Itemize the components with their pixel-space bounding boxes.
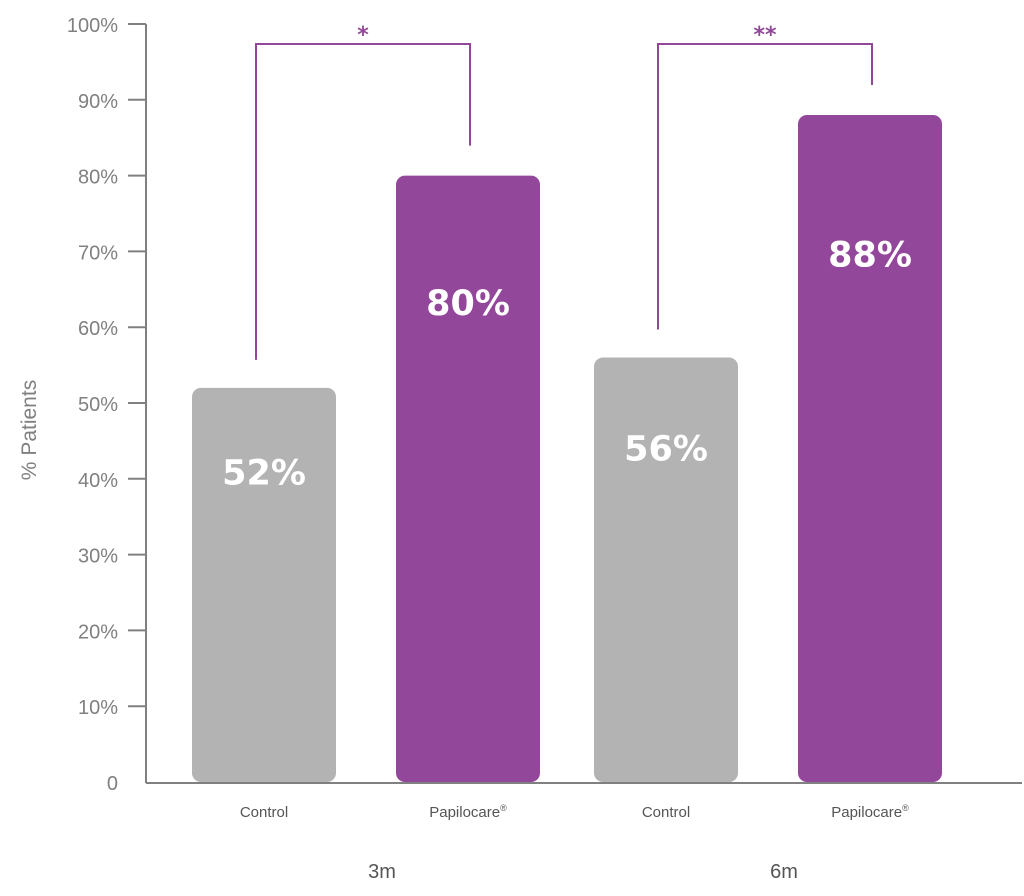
x-group-label: 3m xyxy=(368,861,396,883)
x-category-label: Papilocare® xyxy=(831,803,909,821)
y-tick-label: 70% xyxy=(78,242,118,264)
bar-3m-treatment xyxy=(396,175,540,783)
y-tick-label: 30% xyxy=(78,546,118,568)
y-tick-label: 10% xyxy=(78,697,118,719)
significance-marker: ** xyxy=(753,23,777,48)
bar-value-label: 80% xyxy=(426,284,510,324)
bar-value-label: 88% xyxy=(828,235,912,275)
y-tick-label: 60% xyxy=(78,318,118,340)
y-tick-label: 0 xyxy=(107,773,118,795)
x-category-label: Control xyxy=(240,804,288,821)
y-tick-label: 100% xyxy=(67,15,118,37)
significance-bracket xyxy=(657,43,873,330)
y-tick-label: 80% xyxy=(78,167,118,189)
bar-value-label: 56% xyxy=(624,429,708,469)
y-axis-label: % Patients xyxy=(18,380,41,480)
axes: 0 10% 20% 30% 40% 50% 60% 70% 80% 90% 100% % Patien… xyxy=(18,15,1022,795)
bars xyxy=(192,114,942,783)
bar-6m-control xyxy=(594,357,738,782)
y-tick-label: 40% xyxy=(78,470,118,492)
x-group-label: 6m xyxy=(770,861,798,883)
labels: 52% Control 80% Papilocare® 3m 56% Control 88% P… xyxy=(222,235,912,883)
bar-3m-control xyxy=(192,387,336,782)
y-tick-label: 20% xyxy=(78,621,118,643)
significance-brackets: * ** xyxy=(255,23,873,360)
bar-6m-treatment xyxy=(798,114,942,782)
x-category-label: Papilocare® xyxy=(429,803,507,821)
y-tick-label: 50% xyxy=(78,394,118,416)
significance-bracket xyxy=(255,43,471,360)
x-category-label: Control xyxy=(642,804,690,821)
significance-marker: * xyxy=(357,23,369,48)
y-tick-label: 90% xyxy=(78,91,118,113)
bar-value-label: 52% xyxy=(222,454,306,494)
